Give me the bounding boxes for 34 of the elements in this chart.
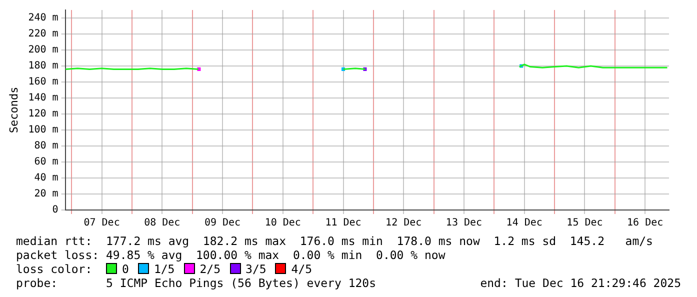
y-tick-label: 100 m [28,124,58,136]
x-tick-label: 13 Dec [446,218,482,229]
y-tick-label: 180 m [28,60,58,72]
x-tick-label: 07 Dec [84,218,120,229]
y-tick-label: 200 m [28,44,58,56]
legend-label: 0 [121,262,129,276]
text: packet loss: 49.85 % avg 100.00 % max 0.00 % min 0.00 % now [16,248,446,262]
text: probe: 5 ICMP Echo Pings (56 Bytes) every 120s [16,276,376,290]
x-tick-label: 12 Dec [386,218,422,229]
x-tick-label: 16 Dec [627,218,664,229]
legend-label: 3/5 [244,262,266,276]
y-tick-label: 80 m [34,140,58,152]
x-tick-label: 11 Dec [325,218,362,229]
legend-label: 1/5 [152,262,175,276]
x-tick-label: 10 Dec [264,218,301,229]
y-tick-label: 160 m [28,76,58,88]
y-tick-label: 40 m [34,172,58,184]
legend-label: 4/5 [290,262,312,276]
legend-title: loss color: [16,262,94,276]
y-tick-label: 120 m [28,108,58,120]
y-axis-title: Seconds [7,86,20,134]
x-tick-label: 15 Dec [566,218,603,229]
text: end: Tue Dec 16 21:29:46 2025 [480,276,681,290]
x-tick-label: 14 Dec [506,218,542,229]
y-tick-label: 0 [52,204,58,216]
y-tick-label: 20 m [34,188,58,200]
x-tick-label: 08 Dec [144,218,180,229]
text: median rtt: 177.2 ms avg 182.2 ms max 176.0 ms min 178.0 ms now 1.2 ms sd 145.2 am/s [16,234,653,248]
y-tick-label: 220 m [28,28,58,40]
y-tick-label: 140 m [28,92,58,104]
x-tick-label: 09 Dec [204,218,241,229]
y-tick-label: 60 m [34,156,58,168]
y-tick-label: 240 m [28,12,58,24]
legend-label: 2/5 [198,262,221,276]
